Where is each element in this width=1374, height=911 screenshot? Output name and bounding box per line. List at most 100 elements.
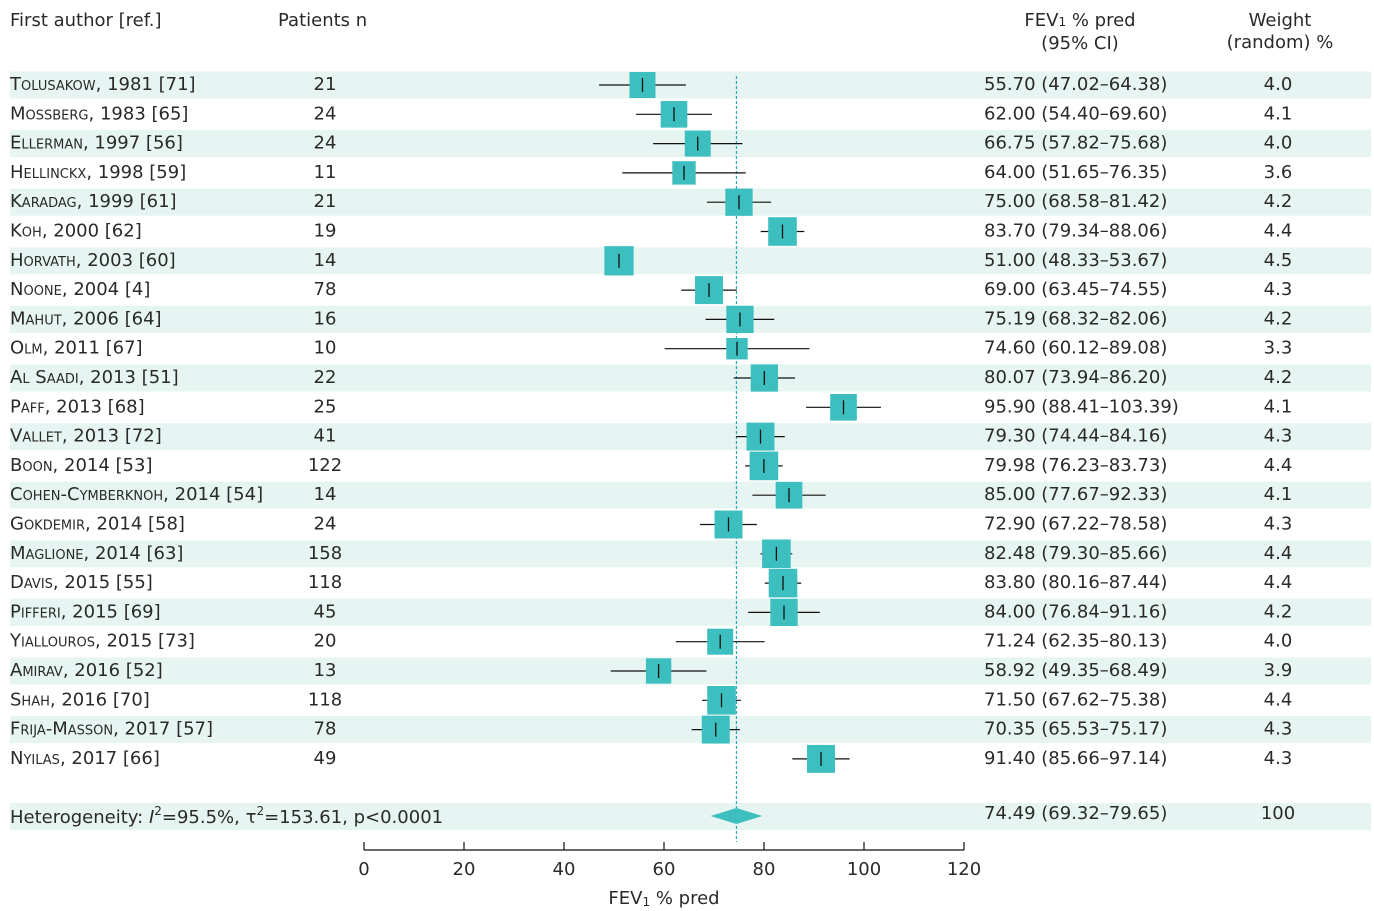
- i2-value: =95.5%,: [162, 807, 246, 828]
- study-label: Karadag, 1999 [61]: [10, 191, 177, 212]
- row-stripe: [10, 598, 1371, 626]
- x-tick-label: 120: [947, 859, 981, 880]
- header-fev-line1: % pred: [1071, 10, 1136, 31]
- study-weight: 4.2: [1264, 191, 1293, 212]
- study-year-ref: , 1998 [59]: [86, 162, 186, 183]
- summary-ci-text: 74.49 (69.32–79.65): [984, 803, 1167, 824]
- row-stripe: [10, 481, 1371, 509]
- study-patients: 118: [308, 572, 342, 593]
- study-ci-text: 79.98 (76.23–83.73): [984, 455, 1167, 476]
- x-tick-label: 100: [847, 859, 881, 880]
- study-author: Boon: [10, 455, 53, 476]
- study-year-ref: , 1999 [61]: [77, 191, 177, 212]
- study-ci-text: 66.75 (57.82–75.68): [984, 133, 1167, 154]
- study-author: Hellinckx: [10, 162, 86, 183]
- study-ci-text: 80.07 (73.94–86.20): [984, 367, 1167, 388]
- study-ci-text: 75.19 (68.32–82.06): [984, 308, 1167, 329]
- study-label: Yiallouros, 2015 [73]: [9, 631, 195, 652]
- x-tick-label: 0: [358, 859, 369, 880]
- study-year-ref: , 2014 [63]: [84, 543, 184, 564]
- study-ci-text: 85.00 (77.67–92.33): [984, 484, 1167, 505]
- study-label: Maglione, 2014 [63]: [10, 543, 183, 564]
- study-year-ref: , 2016 [52]: [63, 660, 163, 681]
- study-year-ref: , 2016 [70]: [50, 689, 150, 710]
- study-label: Mahut, 2006 [64]: [10, 308, 162, 329]
- study-ci-text: 83.70 (79.34–88.06): [984, 221, 1167, 242]
- tau-value: =153.61, p<0.0001: [264, 807, 443, 828]
- study-patients: 10: [314, 338, 337, 359]
- study-patients: 49: [314, 748, 337, 769]
- study-year-ref: , 2015 [55]: [53, 572, 153, 593]
- study-weight: 3.9: [1264, 660, 1293, 681]
- study-patients: 45: [314, 601, 337, 622]
- row-stripe: [10, 423, 1371, 451]
- tau-superscript: 2: [256, 804, 264, 818]
- study-ci-text: 69.00 (63.45–74.55): [984, 279, 1167, 300]
- study-author: Paff: [10, 396, 45, 417]
- study-weight: 4.1: [1264, 103, 1293, 124]
- study-label: Cohen-Cymberknoh, 2014 [54]: [10, 484, 263, 505]
- study-label: Vallet, 2013 [72]: [10, 426, 162, 447]
- study-year-ref: , 1997 [56]: [83, 133, 183, 154]
- study-weight: 4.1: [1264, 396, 1293, 417]
- study-label: Mossberg, 1983 [65]: [10, 103, 188, 124]
- row-stripe: [10, 247, 1371, 275]
- header-fev-line2: (95% CI): [1041, 33, 1119, 54]
- study-year-ref: , 2015 [73]: [95, 631, 195, 652]
- study-label: Ellerman, 1997 [56]: [10, 133, 183, 154]
- summary-stripe: [10, 803, 1371, 830]
- study-author: Frija-Masson: [10, 719, 113, 740]
- study-year-ref: , 2013 [72]: [62, 426, 162, 447]
- summary-diamond: [710, 808, 763, 824]
- study-label: Pifferi, 2015 [69]: [10, 601, 161, 622]
- study-author: Yiallouros: [9, 631, 95, 652]
- heterogeneity-label: Heterogeneity: I2=95.5%, τ2=153.61, p<0.…: [10, 804, 443, 829]
- study-patients: 122: [308, 455, 342, 476]
- study-author: Mahut: [10, 308, 62, 329]
- study-label: Koh, 2000 [62]: [10, 221, 142, 242]
- study-ci-text: 51.00 (48.33–53.67): [984, 250, 1167, 271]
- study-label: Olm, 2011 [67]: [10, 338, 143, 359]
- study-patients: 14: [314, 250, 337, 271]
- study-year-ref: , 2014 [54]: [163, 484, 263, 505]
- study-author: Amirav: [10, 660, 63, 681]
- study-patients: 11: [314, 162, 337, 183]
- study-ci-text: 74.60 (60.12–89.08): [984, 338, 1167, 359]
- study-weight: 4.2: [1264, 367, 1293, 388]
- study-patients: 21: [314, 191, 337, 212]
- study-year-ref: , 2013 [68]: [45, 396, 145, 417]
- study-weight: 4.4: [1264, 221, 1293, 242]
- header-weight-line1: Weight: [1248, 10, 1312, 31]
- header-author: First author [ref.]: [10, 10, 162, 31]
- study-weight: 4.4: [1264, 689, 1293, 710]
- study-patients: 78: [314, 279, 337, 300]
- study-ci-text: 70.35 (65.53–75.17): [984, 719, 1167, 740]
- study-patients: 13: [314, 660, 337, 681]
- study-year-ref: , 1981 [71]: [96, 74, 196, 95]
- study-label: Hellinckx, 1998 [59]: [10, 162, 186, 183]
- header-patients: Patients n: [278, 10, 368, 31]
- study-weight: 3.6: [1264, 162, 1293, 183]
- study-weight: 4.4: [1264, 455, 1293, 476]
- study-weight: 4.2: [1264, 601, 1293, 622]
- study-weight: 4.3: [1264, 514, 1293, 535]
- study-author: Ellerman: [10, 133, 83, 154]
- study-weight: 4.5: [1264, 250, 1293, 271]
- study-patients: 19: [314, 221, 337, 242]
- study-year-ref: , 2006 [64]: [62, 308, 162, 329]
- study-label: Amirav, 2016 [52]: [10, 660, 163, 681]
- study-author: Nyilas: [10, 748, 60, 769]
- study-year-ref: , 2003 [60]: [76, 250, 176, 271]
- study-author: Horvath: [10, 250, 76, 271]
- study-year-ref: , 2014 [58]: [85, 514, 185, 535]
- study-year-ref: , 2013 [51]: [79, 367, 179, 388]
- study-label: Gokdemir, 2014 [58]: [10, 514, 185, 535]
- i2-symbol: I: [149, 807, 154, 828]
- study-patients: 25: [314, 396, 337, 417]
- study-ci-text: 75.00 (68.58–81.42): [984, 191, 1167, 212]
- row-stripe: [10, 716, 1371, 744]
- study-label: Al Saadi, 2013 [51]: [10, 367, 179, 388]
- study-label: Tolusakow, 1981 [71]: [9, 74, 196, 95]
- study-label: Shah, 2016 [70]: [10, 689, 150, 710]
- study-author: Pifferi: [10, 601, 61, 622]
